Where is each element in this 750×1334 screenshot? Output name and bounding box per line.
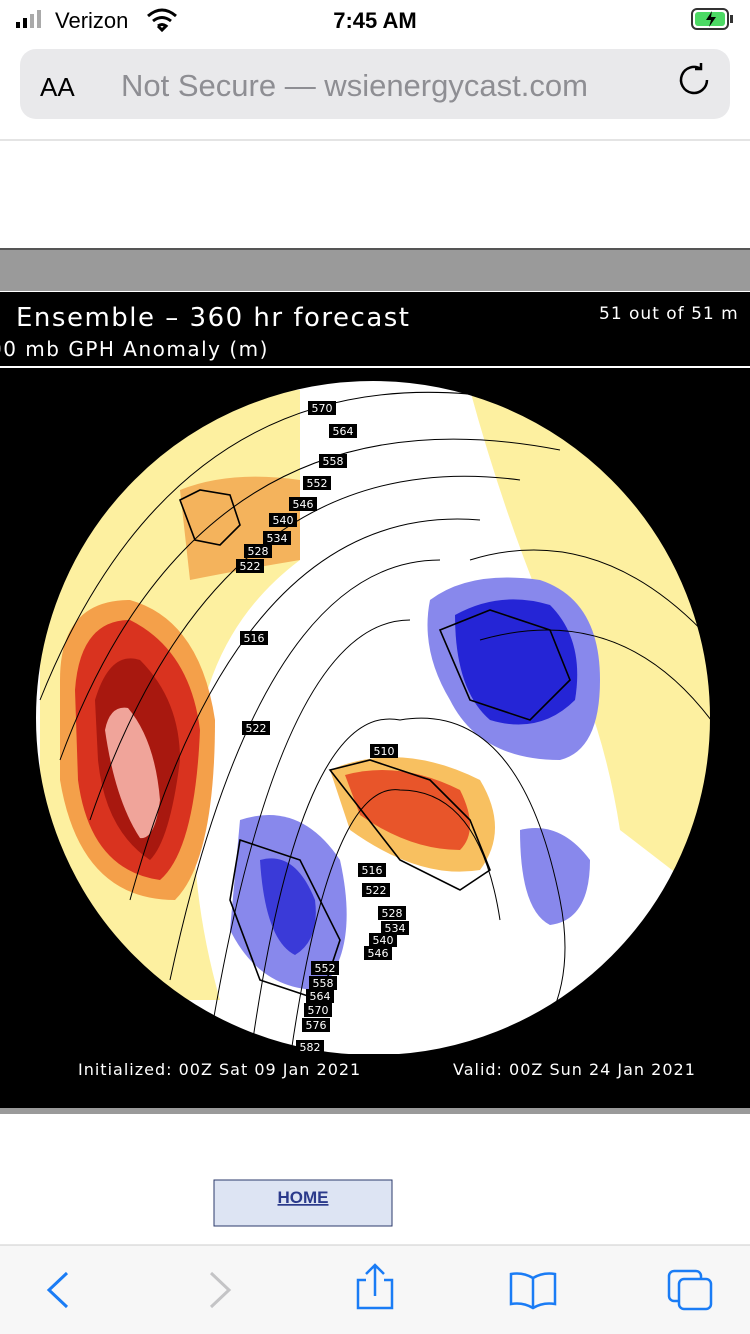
map-subtitle: 00 mb GPH Anomaly (m) (0, 337, 269, 361)
wifi-icon (147, 8, 177, 33)
contour-label-bg (329, 424, 357, 438)
contour-label: 576 (306, 1019, 327, 1032)
contour-label-bg (311, 961, 339, 975)
contour-label-bg (358, 863, 386, 877)
contour-label: 582 (300, 1041, 321, 1054)
contour-label-bg (306, 989, 334, 1003)
contour-label-bg (370, 744, 398, 758)
text-size-button[interactable]: AA (40, 72, 75, 102)
contour-label: 510 (374, 745, 395, 758)
band-bottom (0, 1108, 750, 1114)
contour-label: 522 (240, 560, 261, 573)
map-title: Ensemble – 360 hr forecast (16, 303, 411, 333)
contour-label: 516 (362, 864, 383, 877)
contour-label: 570 (312, 402, 333, 415)
contour-label-bg (244, 544, 272, 558)
bookmarks-button[interactable] (509, 1272, 557, 1310)
home-link[interactable]: HOME (278, 1188, 329, 1207)
contour-label-bg (289, 497, 317, 511)
contour-label-bg (362, 883, 390, 897)
contour-label: 540 (373, 934, 394, 947)
contour-label-bg (269, 513, 297, 527)
contour-label: 522 (246, 722, 267, 735)
contour-label: 528 (248, 545, 269, 558)
contour-label-bg (319, 454, 347, 468)
contour-label-bg (304, 1003, 332, 1017)
tabs-button[interactable] (667, 1269, 713, 1311)
url[interactable]: Not Secure — wsienergycast.com (121, 68, 588, 103)
contour-label: 570 (308, 1004, 329, 1017)
footer-bg (0, 1054, 750, 1108)
contour-label: 564 (310, 990, 331, 1003)
contour-label: 546 (368, 947, 389, 960)
address-bar[interactable] (20, 49, 730, 119)
clock: 7:45 AM (333, 8, 417, 33)
contour-label: 534 (385, 922, 406, 935)
home-button[interactable] (213, 1179, 393, 1227)
contour-label: 552 (307, 477, 328, 490)
contour-label-bg (302, 1018, 330, 1032)
contour-label-bg (263, 531, 291, 545)
contour-label-bg (364, 946, 392, 960)
contour-label: 558 (323, 455, 344, 468)
contour-label: 564 (333, 425, 354, 438)
signal-icon (16, 10, 41, 28)
contour-label: 558 (313, 977, 334, 990)
valid: Valid: 00Z Sun 24 Jan 2021 (453, 1060, 696, 1079)
share-button[interactable] (356, 1263, 394, 1310)
contour-label-bg (303, 476, 331, 490)
contour-label: 534 (267, 532, 288, 545)
back-button[interactable] (46, 1271, 69, 1309)
contour-label-bg (381, 921, 409, 935)
contour-label: 540 (273, 514, 294, 527)
contour-label: 546 (293, 498, 314, 511)
frame-count: 51 out of 51 m (599, 304, 739, 324)
carrier: Verizon (55, 8, 128, 33)
forward-button (209, 1271, 232, 1309)
reload-icon[interactable] (679, 63, 709, 95)
contour-label: 522 (366, 884, 387, 897)
contour-label-bg (236, 559, 264, 573)
contour-label: 552 (315, 962, 336, 975)
contour-label-bg (369, 933, 397, 947)
grey-band (0, 248, 750, 291)
contour-label-bg (308, 401, 336, 415)
contour-label: 528 (382, 907, 403, 920)
contour-label-bg (296, 1040, 324, 1054)
contour-label-bg (240, 631, 268, 645)
contour-label: 516 (244, 632, 265, 645)
contour-label-bg (309, 976, 337, 990)
contour-label-bg (242, 721, 270, 735)
battery-icon (691, 8, 733, 30)
initialized: Initialized: 00Z Sat 09 Jan 2021 (78, 1060, 361, 1079)
contour-label-bg (378, 906, 406, 920)
